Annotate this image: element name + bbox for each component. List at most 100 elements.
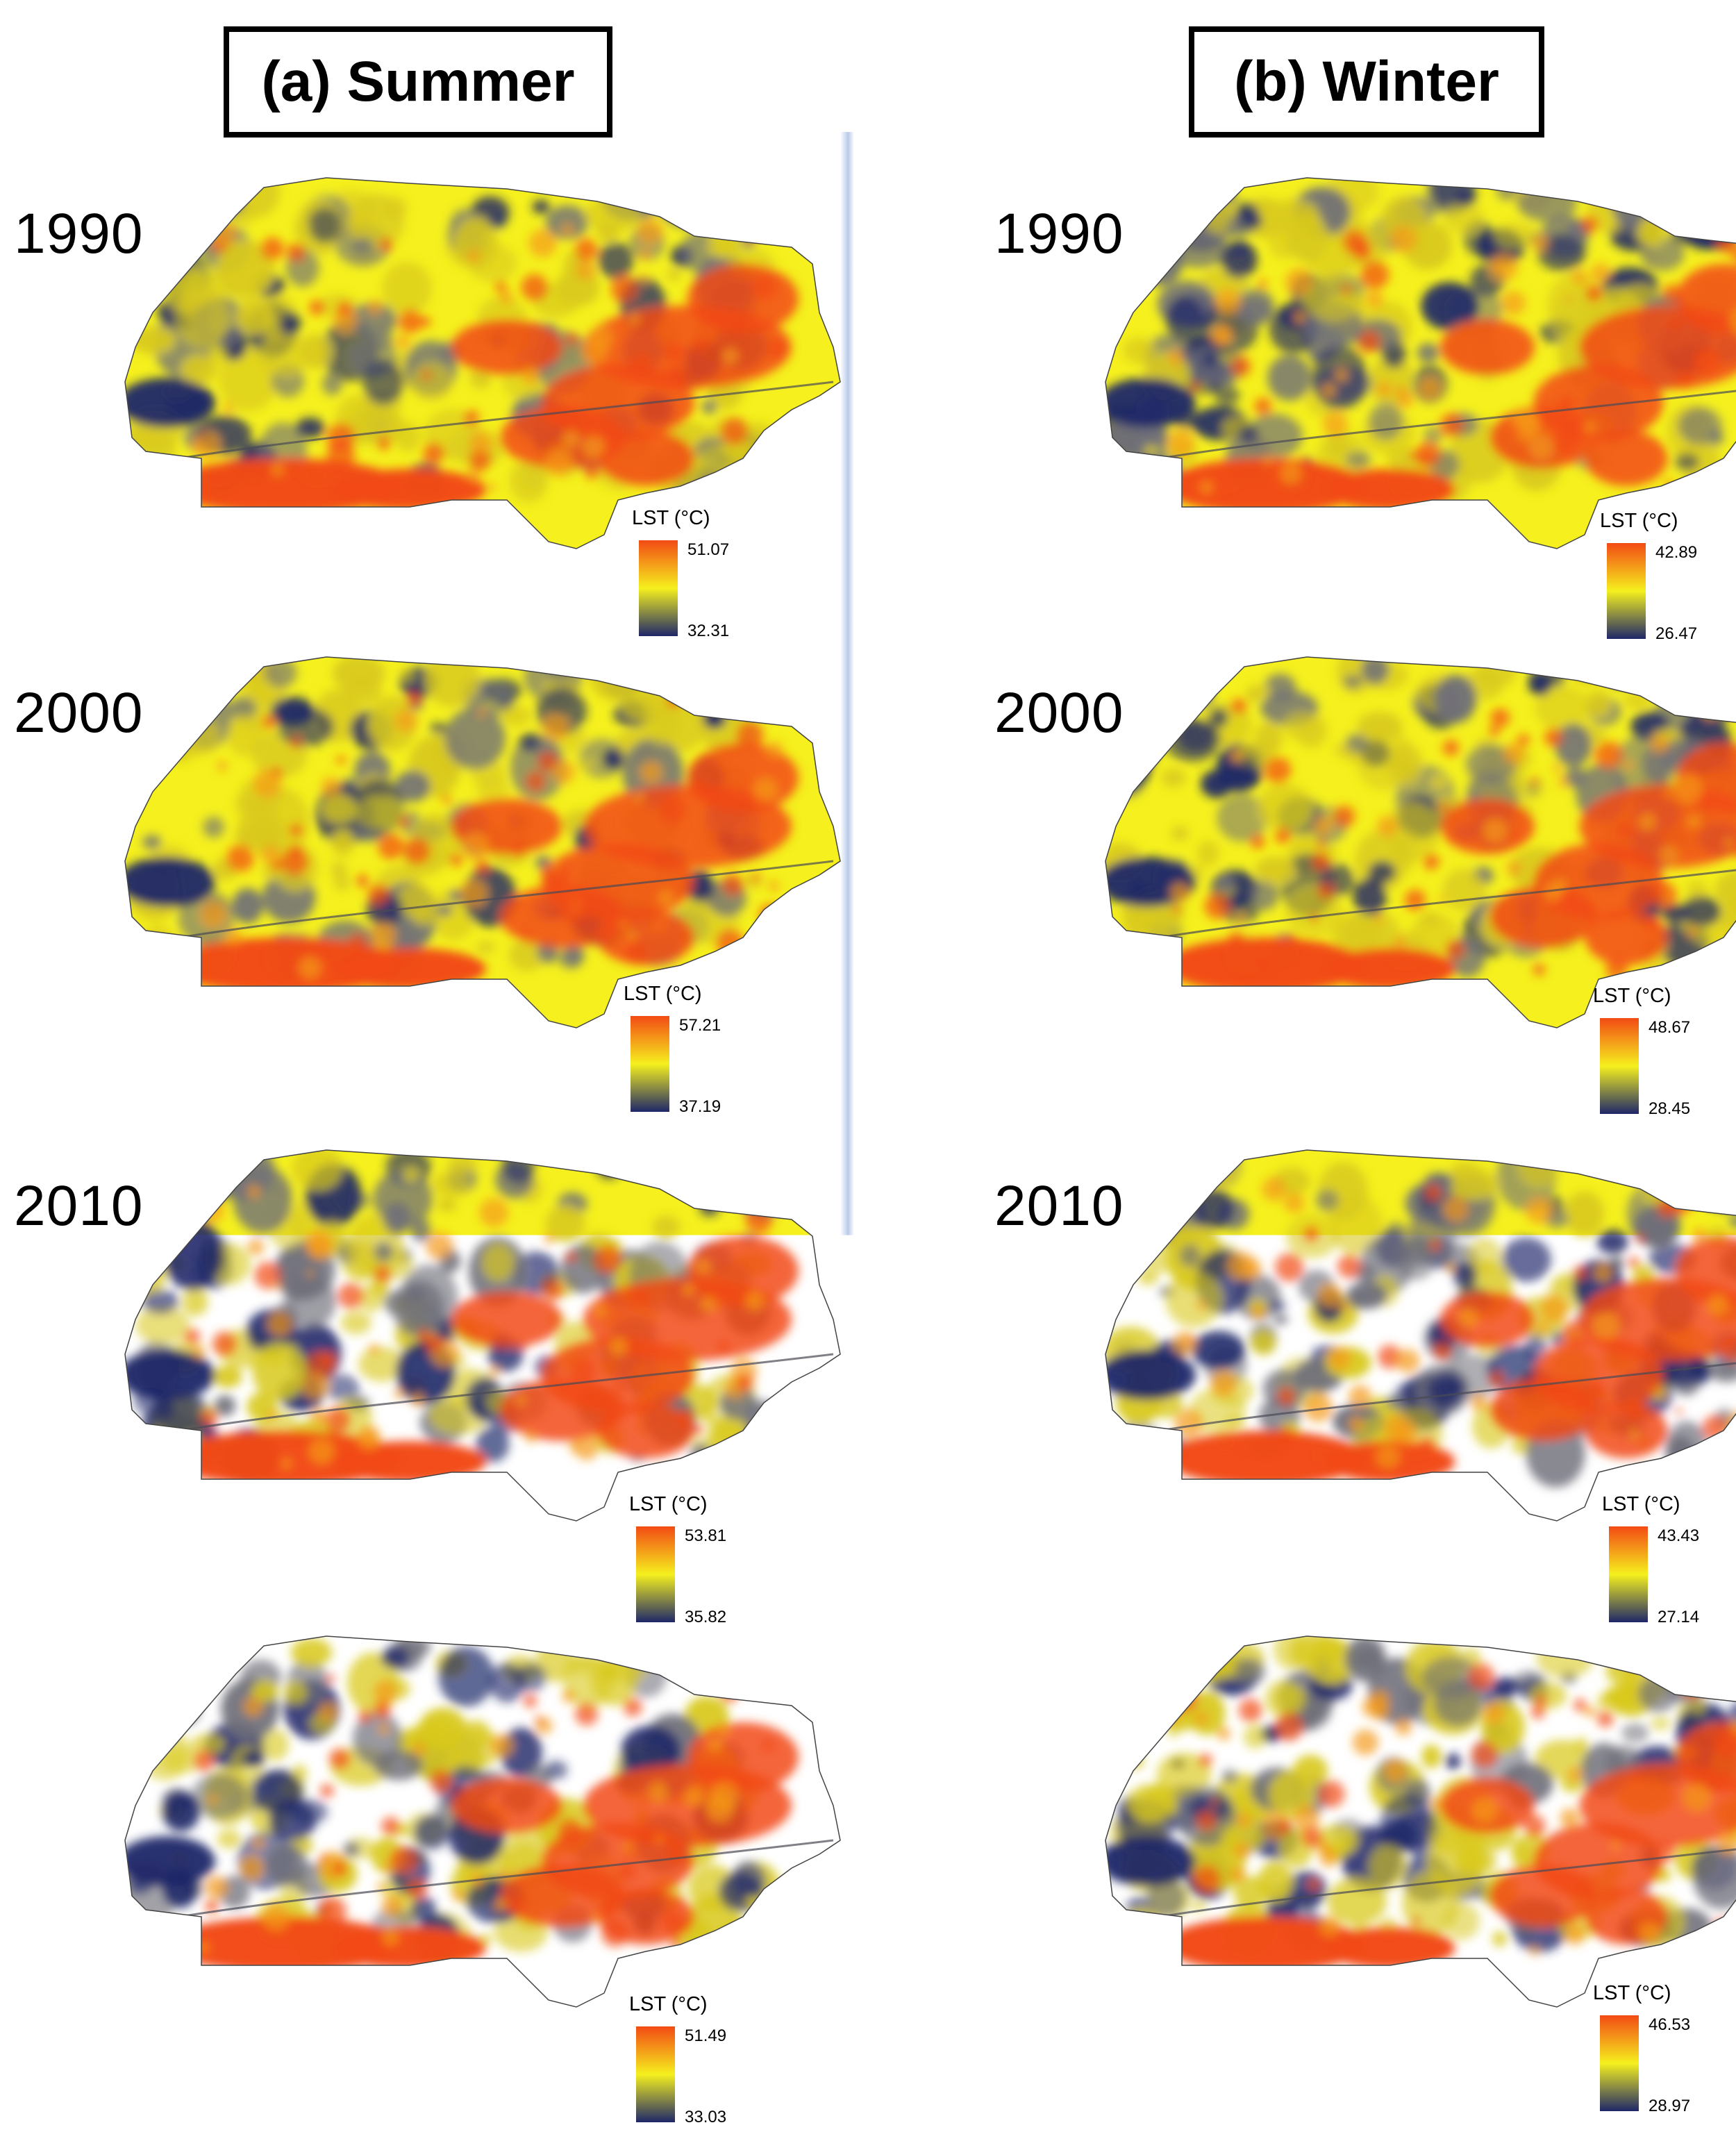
cool-patch bbox=[693, 197, 738, 229]
warm-spot bbox=[611, 276, 638, 303]
cool-patch bbox=[584, 197, 642, 233]
warm-spot bbox=[320, 1784, 334, 1798]
cool-patch bbox=[696, 674, 721, 691]
warm-spot bbox=[720, 1685, 738, 1703]
warm-spot bbox=[1231, 698, 1247, 714]
summer-panel-2010: 2010LST (°C)53.8135.82 bbox=[14, 1146, 868, 1632]
cool-patch bbox=[1099, 1836, 1196, 1886]
cool-patch bbox=[1265, 1680, 1301, 1718]
hot-patch bbox=[1585, 431, 1668, 486]
warm-spot bbox=[624, 1842, 632, 1851]
warm-spot bbox=[407, 1879, 428, 1899]
legend-title: LST (°C) bbox=[629, 1993, 708, 2016]
hot-patch bbox=[597, 431, 694, 486]
legend-color-ramp bbox=[631, 1016, 669, 1112]
warm-spot bbox=[1625, 1398, 1646, 1419]
cool-patch bbox=[242, 1751, 265, 1767]
cool-patch bbox=[702, 400, 717, 415]
warm-spot bbox=[1265, 757, 1292, 784]
hot-patch bbox=[1326, 1927, 1455, 1969]
warm-spot bbox=[1173, 1332, 1196, 1356]
warm-spot bbox=[1237, 1813, 1251, 1828]
warm-spot bbox=[566, 1251, 577, 1263]
cool-patch bbox=[283, 1681, 308, 1704]
cool-patch bbox=[490, 1663, 525, 1702]
cool-patch bbox=[331, 861, 347, 878]
cool-patch bbox=[1176, 1642, 1235, 1683]
warm-spot bbox=[418, 1329, 431, 1342]
warm-spot bbox=[260, 845, 280, 865]
cool-patch bbox=[166, 1163, 223, 1199]
cool-patch bbox=[1115, 1433, 1149, 1459]
cool-patch bbox=[140, 1664, 172, 1698]
cool-patch bbox=[1137, 1269, 1158, 1285]
hot-patch bbox=[687, 743, 799, 813]
warm-spot bbox=[1394, 935, 1406, 947]
warm-spot bbox=[217, 760, 227, 771]
legend-min-value: 28.45 bbox=[1649, 1099, 1690, 1119]
cool-patch bbox=[1476, 658, 1517, 687]
warm-spot bbox=[1310, 914, 1319, 922]
warm-spot bbox=[737, 1439, 745, 1447]
warm-spot bbox=[317, 1897, 347, 1926]
cool-patch bbox=[381, 1647, 409, 1668]
warm-spot bbox=[374, 1681, 397, 1704]
warm-spot bbox=[1724, 838, 1735, 848]
warm-spot bbox=[1168, 349, 1184, 365]
cool-patch bbox=[150, 242, 178, 263]
warm-spot bbox=[1230, 749, 1244, 763]
warm-spot bbox=[1585, 285, 1602, 301]
warm-spot bbox=[1236, 1871, 1245, 1880]
warm-spot bbox=[619, 920, 626, 927]
hot-patch bbox=[451, 1778, 562, 1833]
cool-patch bbox=[603, 749, 623, 769]
warm-spot bbox=[490, 1367, 499, 1376]
warm-spot bbox=[299, 956, 322, 980]
cool-patch bbox=[1637, 217, 1666, 247]
warm-spot bbox=[1655, 1841, 1676, 1863]
warm-spot bbox=[522, 367, 540, 385]
warm-spot bbox=[592, 1914, 601, 1923]
warm-spot bbox=[369, 922, 397, 950]
cool-patch bbox=[1147, 1437, 1178, 1456]
cool-patch bbox=[437, 905, 452, 916]
warm-spot bbox=[1490, 708, 1510, 728]
warm-spot bbox=[329, 1748, 350, 1769]
legend-color-ramp bbox=[639, 540, 678, 636]
warm-spot bbox=[1258, 957, 1276, 975]
cool-patch bbox=[1603, 1685, 1638, 1709]
legend-max-value: 53.81 bbox=[685, 1526, 726, 1546]
warm-spot bbox=[1629, 1429, 1639, 1439]
warm-spot bbox=[640, 761, 663, 784]
warm-spot bbox=[1374, 914, 1383, 923]
hot-patch bbox=[1440, 1292, 1535, 1347]
warm-spot bbox=[1581, 216, 1599, 233]
cool-patch bbox=[502, 1147, 535, 1184]
warm-spot bbox=[1205, 894, 1230, 919]
cool-patch bbox=[1494, 222, 1537, 249]
warm-spot bbox=[575, 1703, 598, 1726]
warm-spot bbox=[639, 274, 649, 284]
cool-patch bbox=[1628, 1157, 1668, 1190]
warm-spot bbox=[369, 1344, 379, 1354]
warm-spot bbox=[1540, 1294, 1569, 1323]
cool-patch bbox=[476, 941, 494, 953]
legend-color-ramp bbox=[1600, 1018, 1639, 1114]
warm-spot bbox=[247, 1185, 261, 1199]
cool-patch bbox=[294, 220, 310, 239]
cool-patch bbox=[1192, 1901, 1207, 1910]
warm-spot bbox=[1423, 853, 1439, 869]
warm-spot bbox=[767, 741, 783, 757]
warm-spot bbox=[290, 824, 303, 837]
warm-spot bbox=[1651, 882, 1677, 908]
cool-patch bbox=[717, 1923, 754, 1962]
warm-spot bbox=[274, 1282, 283, 1290]
warm-spot bbox=[615, 1383, 626, 1393]
warm-spot bbox=[321, 777, 341, 797]
cool-patch bbox=[375, 331, 393, 349]
cool-patch bbox=[1501, 1238, 1551, 1282]
warm-spot bbox=[378, 1724, 389, 1734]
warm-spot bbox=[1605, 958, 1628, 981]
cool-patch bbox=[1350, 1296, 1370, 1309]
legend-title: LST (°C) bbox=[1602, 1493, 1680, 1516]
